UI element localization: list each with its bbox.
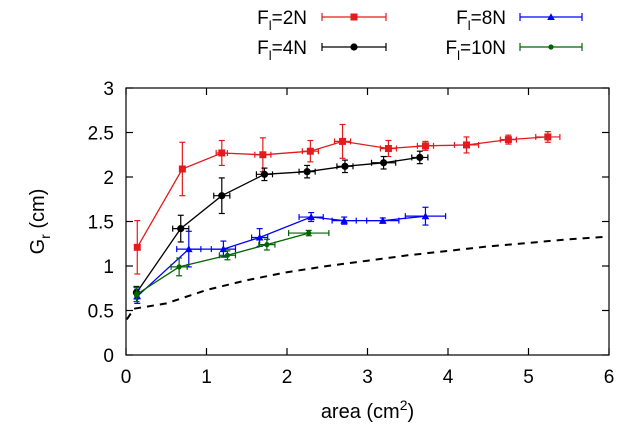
x-tick-label: 5 — [523, 367, 534, 388]
x-tick-label: 2 — [282, 367, 293, 388]
data-point — [219, 251, 235, 260]
data-point — [289, 230, 329, 236]
legend-entry: Fl=10N — [446, 38, 582, 63]
circle-marker — [225, 253, 230, 258]
data-point — [367, 217, 399, 224]
y-tick-label: 0 — [103, 346, 114, 367]
y-tick-label: 1 — [103, 257, 114, 278]
data-point — [372, 157, 396, 169]
data-point — [255, 138, 271, 172]
x-axis-label: area (cm2) — [321, 397, 414, 423]
data-point — [332, 217, 356, 224]
square-marker — [307, 148, 314, 155]
data-point — [405, 207, 445, 225]
legend-entry: Fl=8N — [456, 8, 582, 33]
legend-label: Fl=8N — [456, 8, 506, 33]
data-point — [179, 142, 186, 195]
x-tick-label: 1 — [201, 367, 212, 388]
legend-label: Fl=2N — [257, 8, 307, 33]
square-marker — [179, 165, 186, 172]
data-point — [134, 221, 141, 274]
circle-marker — [341, 163, 348, 170]
axis-labels: area (cm2) Gr (cm) — [27, 189, 414, 423]
data-point — [337, 160, 353, 172]
y-axis-label: Gr (cm) — [27, 189, 53, 255]
square-marker — [463, 141, 470, 148]
square-marker — [218, 149, 225, 156]
legend-label: Fl=10N — [446, 38, 506, 63]
legend: Fl=2N Fl=4N Fl=8N Fl=10N — [257, 8, 582, 63]
x-tick-label: 0 — [121, 367, 132, 388]
circle-marker — [380, 159, 387, 166]
circle-marker — [548, 44, 553, 49]
data-point — [299, 165, 315, 177]
y-tick-label: 2 — [103, 168, 114, 189]
data-point — [454, 137, 478, 153]
y-tick-label: 2.5 — [88, 124, 114, 145]
data-point — [259, 239, 275, 250]
circle-marker — [261, 171, 268, 178]
circle-marker — [218, 192, 225, 199]
series-1 — [134, 124, 560, 274]
circle-marker — [306, 230, 311, 235]
data-point — [302, 141, 318, 162]
square-marker — [422, 142, 429, 149]
data-point — [173, 215, 189, 242]
circle-marker — [264, 242, 269, 247]
square-marker — [505, 136, 512, 143]
data-point — [334, 124, 350, 158]
legend-entry: Fl=2N — [257, 8, 386, 33]
circle-marker — [350, 43, 357, 50]
x-tick-label: 3 — [362, 367, 373, 388]
data-point — [412, 151, 428, 163]
circle-marker — [177, 264, 182, 269]
data-point — [216, 141, 227, 166]
y-tick-label: 1.5 — [88, 213, 114, 234]
data-point — [500, 135, 516, 144]
square-marker — [259, 151, 266, 158]
legend-entry: Fl=4N — [257, 38, 386, 63]
data-point — [256, 168, 272, 180]
series-layer — [133, 124, 560, 303]
y-tick-label: 0.5 — [88, 302, 114, 323]
data-point — [214, 178, 230, 214]
square-marker — [544, 133, 551, 140]
square-marker — [339, 138, 346, 145]
x-tick-label: 4 — [443, 367, 454, 388]
y-tick-label: 3 — [103, 79, 114, 100]
square-marker — [385, 145, 392, 152]
circle-marker — [304, 168, 311, 175]
data-point — [171, 258, 187, 276]
axes: 0 1 2 3 4 5 6 0 0.5 1 1.5 2 2.5 3 — [88, 79, 615, 388]
plot-frame — [126, 88, 609, 355]
data-point — [536, 132, 560, 143]
circle-marker — [416, 154, 423, 161]
circle-marker — [177, 225, 184, 232]
square-marker — [351, 14, 358, 21]
x-tick-label: 6 — [604, 367, 615, 388]
series-4 — [133, 230, 328, 302]
data-point — [417, 141, 433, 150]
circle-marker — [134, 292, 139, 297]
legend-label: Fl=4N — [257, 38, 307, 63]
series-2 — [133, 151, 428, 299]
data-point — [380, 141, 396, 157]
square-marker — [134, 244, 141, 251]
